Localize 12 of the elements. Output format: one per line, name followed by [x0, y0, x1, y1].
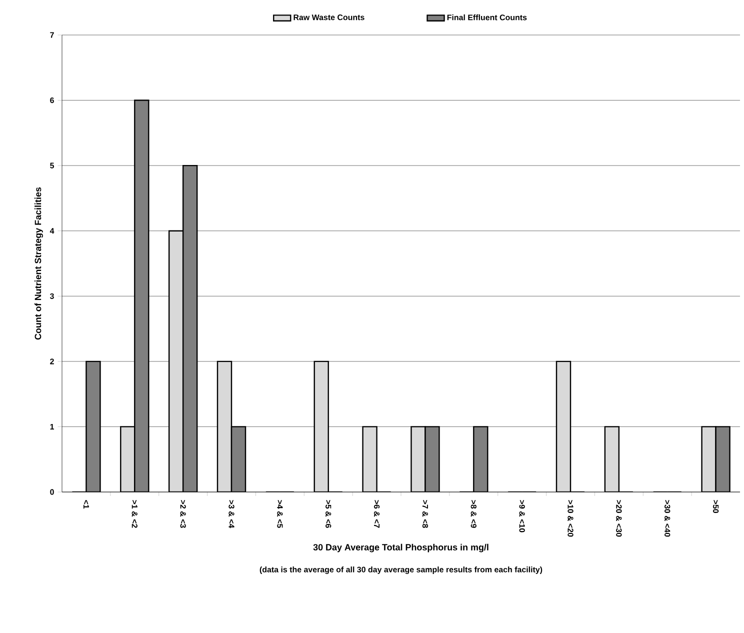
bar: [556, 360, 572, 492]
y-axis-title: Count of Nutrient Strategy Facilities: [34, 187, 43, 340]
bar: [230, 426, 246, 492]
bar: [604, 426, 620, 492]
x-axis-title: 30 Day Average Total Phosphorus in mg/l: [313, 544, 488, 552]
bar: [182, 164, 198, 492]
bar: [473, 426, 488, 492]
bar: [134, 100, 150, 492]
bar: [314, 360, 329, 492]
bar: [168, 230, 184, 492]
bar: [216, 360, 232, 492]
bar: [120, 426, 136, 492]
